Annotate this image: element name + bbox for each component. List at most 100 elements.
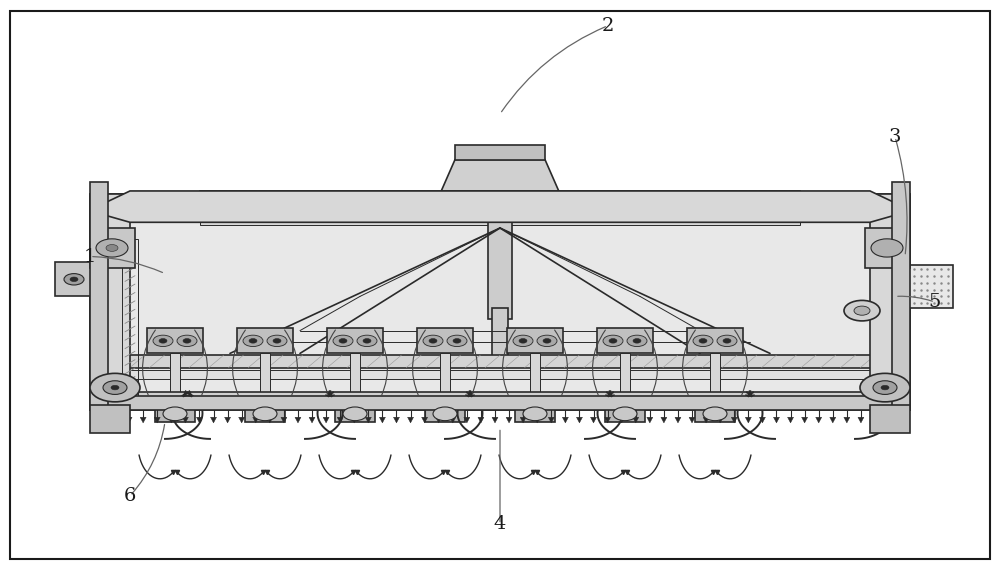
Polygon shape <box>351 417 357 423</box>
Polygon shape <box>323 417 329 423</box>
Circle shape <box>854 306 870 315</box>
Polygon shape <box>619 417 625 423</box>
Circle shape <box>363 339 371 343</box>
Polygon shape <box>295 417 301 423</box>
Circle shape <box>343 407 367 421</box>
Bar <box>147 328 203 353</box>
Bar <box>687 328 743 353</box>
Circle shape <box>177 335 197 347</box>
Polygon shape <box>788 417 794 423</box>
Circle shape <box>103 381 127 394</box>
Polygon shape <box>281 417 287 423</box>
Circle shape <box>703 407 727 421</box>
Circle shape <box>163 407 187 421</box>
Circle shape <box>249 339 257 343</box>
Polygon shape <box>576 417 582 423</box>
Polygon shape <box>633 417 639 423</box>
Bar <box>140 205 860 214</box>
Polygon shape <box>858 417 864 423</box>
Polygon shape <box>844 417 850 423</box>
Circle shape <box>844 300 880 321</box>
Circle shape <box>273 339 281 343</box>
Polygon shape <box>379 417 385 423</box>
Polygon shape <box>689 417 695 423</box>
Bar <box>90 194 910 410</box>
Bar <box>350 353 360 408</box>
Circle shape <box>96 239 128 257</box>
Circle shape <box>519 339 527 343</box>
Circle shape <box>873 381 897 394</box>
Bar <box>200 191 800 208</box>
Circle shape <box>243 335 263 347</box>
Bar <box>90 396 910 410</box>
Bar <box>335 406 375 422</box>
Circle shape <box>537 335 557 347</box>
Polygon shape <box>253 417 259 423</box>
Text: 4: 4 <box>494 515 506 534</box>
Circle shape <box>357 335 377 347</box>
Polygon shape <box>745 417 751 423</box>
Polygon shape <box>182 417 188 423</box>
Bar <box>100 370 900 379</box>
Circle shape <box>543 339 551 343</box>
Circle shape <box>633 339 641 343</box>
Text: 1: 1 <box>84 247 96 266</box>
Polygon shape <box>393 417 399 423</box>
Bar <box>260 353 270 408</box>
Bar <box>492 308 508 365</box>
Bar <box>100 392 900 399</box>
Circle shape <box>159 339 167 343</box>
Circle shape <box>693 335 713 347</box>
Circle shape <box>183 339 191 343</box>
Circle shape <box>613 407 637 421</box>
Circle shape <box>699 339 707 343</box>
Polygon shape <box>267 417 273 423</box>
Circle shape <box>523 407 547 421</box>
Bar <box>100 399 900 406</box>
Text: 3: 3 <box>889 128 901 146</box>
Bar <box>90 405 130 433</box>
Bar <box>870 194 910 410</box>
Bar <box>620 353 630 408</box>
Circle shape <box>609 339 617 343</box>
Bar <box>122 239 138 399</box>
Bar <box>507 328 563 353</box>
Polygon shape <box>534 417 540 423</box>
Circle shape <box>717 335 737 347</box>
Circle shape <box>429 339 437 343</box>
Polygon shape <box>100 191 900 222</box>
Polygon shape <box>759 417 765 423</box>
Polygon shape <box>506 417 512 423</box>
Circle shape <box>603 335 623 347</box>
Polygon shape <box>830 417 836 423</box>
Polygon shape <box>225 417 231 423</box>
Bar <box>530 353 540 408</box>
Bar <box>90 182 108 410</box>
Circle shape <box>253 407 277 421</box>
Text: 5: 5 <box>929 293 941 311</box>
Polygon shape <box>408 417 414 423</box>
Circle shape <box>860 373 910 402</box>
Circle shape <box>70 277 78 282</box>
Polygon shape <box>196 417 202 423</box>
Bar <box>100 355 900 368</box>
Polygon shape <box>492 417 498 423</box>
Polygon shape <box>211 417 217 423</box>
Polygon shape <box>422 417 428 423</box>
Circle shape <box>433 407 457 421</box>
Bar <box>892 182 910 410</box>
Circle shape <box>627 335 647 347</box>
Bar <box>237 328 293 353</box>
Polygon shape <box>773 417 779 423</box>
Text: 6: 6 <box>124 487 136 505</box>
Polygon shape <box>717 417 723 423</box>
Bar <box>200 214 800 225</box>
Polygon shape <box>239 417 245 423</box>
Polygon shape <box>112 417 118 423</box>
Bar <box>488 205 512 319</box>
Bar <box>90 194 130 410</box>
Polygon shape <box>440 160 560 194</box>
Bar <box>90 228 135 268</box>
Polygon shape <box>436 417 442 423</box>
Circle shape <box>90 373 140 402</box>
